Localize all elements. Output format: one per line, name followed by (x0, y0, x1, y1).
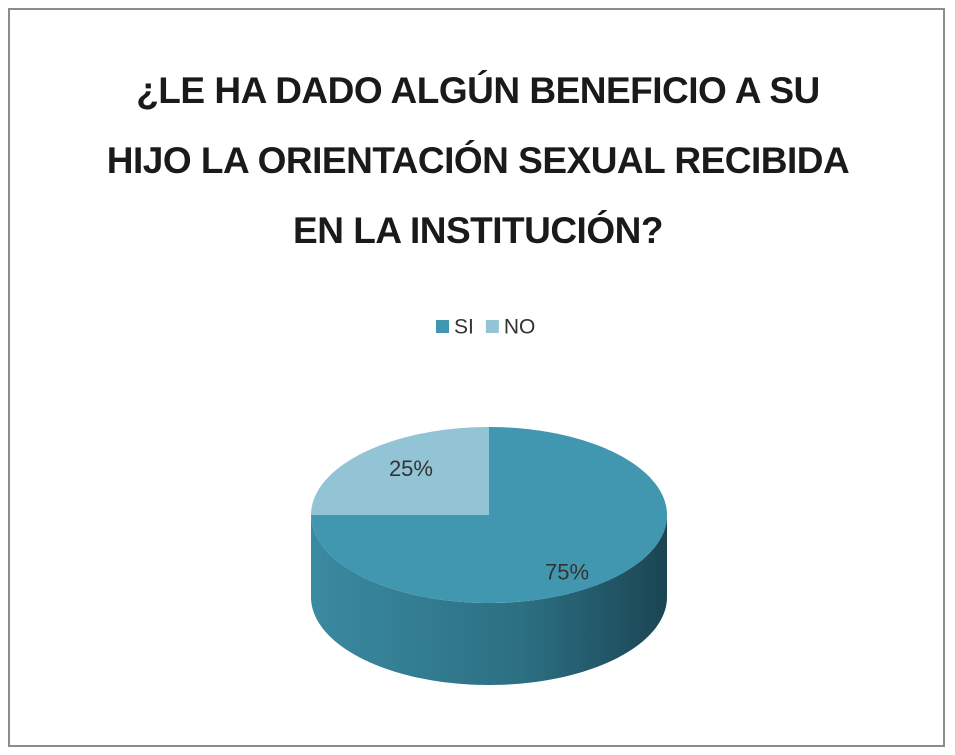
chart-frame (8, 8, 945, 747)
legend-label: NO (504, 316, 536, 339)
pie-slice (311, 427, 667, 603)
chart-title: ¿LE HA DADO ALGÚN BENEFICIO A SU HIJO LA… (106, 70, 850, 251)
pie-slice (311, 427, 489, 515)
pie-side (311, 515, 667, 685)
data-label: 75% (545, 559, 589, 584)
data-label: 25% (389, 456, 433, 481)
legend-swatch (485, 320, 499, 333)
legend-swatch (436, 320, 449, 333)
legend-label: SI (454, 316, 474, 339)
